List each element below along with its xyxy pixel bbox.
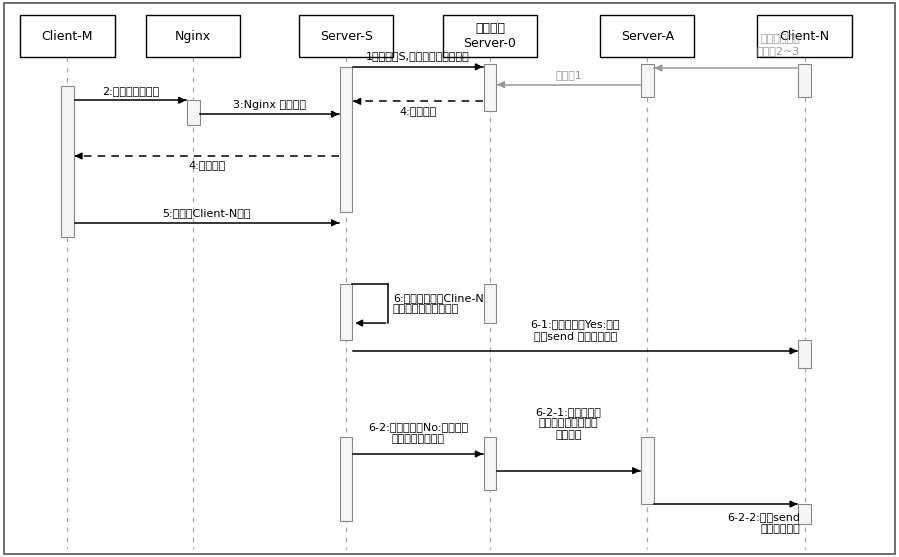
Text: 4:连接成功: 4:连接成功 [399,106,437,116]
Text: Client-N: Client-N [779,30,830,43]
Bar [484,437,496,490]
Bar [484,284,496,323]
Bar [340,284,352,340]
Bar [340,437,352,521]
Text: Server-A: Server-A [620,30,674,43]
Bar [298,16,394,57]
Text: 3:Nginx 负载均衡: 3:Nginx 负载均衡 [233,100,307,110]
Text: Server-S: Server-S [320,30,372,43]
Text: 4:连接成功: 4:连接成功 [188,160,226,170]
Bar [798,64,811,97]
Text: Client-M: Client-M [41,30,93,43]
Bar [641,64,654,97]
Text: 2:客户端发起连接: 2:客户端发起连接 [102,86,159,96]
Bar [187,100,200,125]
Text: Nginx: Nginx [175,30,211,43]
Text: 6-2-2:调用send
方法发送消息: 6-2-2:调用send 方法发送消息 [727,512,800,534]
Text: 登陆连接流程
同步骤2~3: 登陆连接流程 同步骤2~3 [757,34,800,56]
Bar [61,86,74,237]
Bar [146,16,241,57]
Text: 步骤同1: 步骤同1 [556,70,582,80]
Text: 1：服务端S,向中心节点发起连接: 1：服务端S,向中心节点发起连接 [366,51,470,61]
Text: 6-2-1:查找路由缓
存，发给用户连接所
在服务器: 6-2-1:查找路由缓 存，发给用户连接所 在服务器 [536,407,601,440]
Text: 5:发送给Client-N消息: 5:发送给Client-N消息 [163,208,251,218]
Bar [798,340,811,368]
Text: 6-1:判断结果为Yes:直接
调用send 方法发送消息: 6-1:判断结果为Yes:直接 调用send 方法发送消息 [530,319,620,341]
Bar [484,64,496,111]
Text: 6:查找路由表，Cline-N
是否也连接在本台应用: 6:查找路由表，Cline-N 是否也连接在本台应用 [393,293,484,314]
Text: 中心节点
Server-0: 中心节点 Server-0 [464,22,516,50]
Bar [757,16,852,57]
Bar [641,437,654,504]
Bar [340,67,352,212]
Bar [20,16,115,57]
Bar [443,16,538,57]
Text: 6-2:判断结果为No:将消息发
送给中心节点处理: 6-2:判断结果为No:将消息发 送给中心节点处理 [368,422,468,444]
Bar [798,504,811,524]
Bar [601,16,694,57]
